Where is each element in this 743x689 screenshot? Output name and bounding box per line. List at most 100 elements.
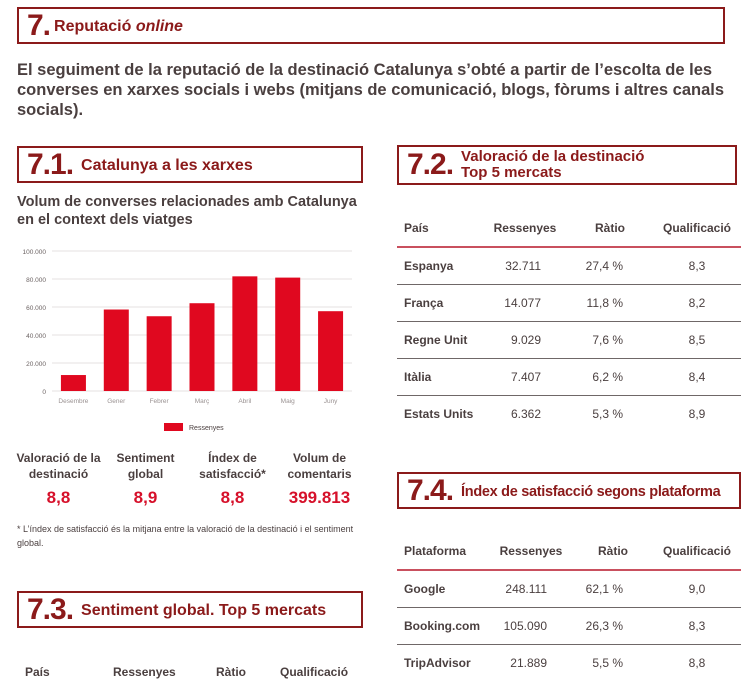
bar-març <box>189 303 215 391</box>
kpi-value: 8,8 <box>220 488 245 507</box>
bar-desembre <box>60 375 86 391</box>
cell-country: Espanya <box>397 247 483 285</box>
chart-legend: Ressenyes <box>164 423 224 432</box>
x-tick-label: Febrer <box>150 398 170 405</box>
cell-reviews: 14.077 <box>483 284 567 322</box>
cell-ratio: 26,3 % <box>573 607 653 645</box>
platform-satisfaction-table: Plataforma Ressenyes Ràtio Qualificació … <box>397 533 741 681</box>
y-tick-label: 20.000 <box>26 361 46 368</box>
cell-country: Itàlia <box>397 358 483 396</box>
cell-reviews: 7.407 <box>483 358 567 396</box>
cell-score: 8,8 <box>688 655 706 670</box>
column-header-ratio: Ràtio <box>567 210 653 248</box>
column-header-reviews: Ressenyes <box>113 665 176 679</box>
cell-reviews: 6.362 <box>510 406 541 421</box>
cell-platform: Booking.com <box>397 607 489 645</box>
table-row: Regne Unit 9.029 7,6 % 8,5 <box>397 321 741 359</box>
section-title-italic: online <box>135 18 183 36</box>
conversations-bar-chart: 0 20.000 40.000 60.000 80.000 100.000 Desembr… <box>23 249 352 432</box>
section-7-header: 7. Reputació online <box>17 7 725 44</box>
bar-abril <box>232 276 258 391</box>
table-header-row: País Ressenyes Ràtio Qualificació <box>397 210 741 248</box>
y-tick-label: 60.000 <box>26 305 46 312</box>
column-header-ratio: Ràtio <box>573 533 653 571</box>
column-header-reviews: Ressenyes <box>489 533 573 571</box>
section-title: Sentiment global. Top 5 mercats <box>81 602 327 620</box>
cell-ratio: 27,4 % <box>567 247 653 285</box>
bar-gener <box>103 309 129 391</box>
legend-label: Ressenyes <box>189 425 224 432</box>
section-title: Valoració de la destinació Top 5 mercats <box>461 149 644 181</box>
column-header-platform: Plataforma <box>397 533 489 571</box>
table-row: Booking.com 105.090 26,3 % 8,3 <box>397 607 741 645</box>
table-row: França 14.077 11,8 % 8,2 <box>397 284 741 322</box>
x-tick-label: Gener <box>107 398 126 405</box>
cell-platform: TripAdvisor <box>404 655 471 670</box>
x-tick-label: Maig <box>281 398 295 405</box>
section-number: 7.3. <box>27 592 74 626</box>
section-title: Índex de satisfacció segons plataforma <box>461 483 721 500</box>
intro-paragraph: El seguiment de la reputació de la desti… <box>17 61 725 119</box>
cell-score: 8,4 <box>653 358 741 396</box>
bar-maig <box>275 277 301 391</box>
column-header-score: Qualificació <box>653 210 741 248</box>
cell-reviews: 105.090 <box>489 607 573 645</box>
cell-ratio: 5,5 % <box>592 655 623 670</box>
destination-rating-table: País Ressenyes Ràtio Qualificació Espany… <box>397 210 741 432</box>
cell-ratio: 6,2 % <box>567 358 653 396</box>
section-title-line2: Top 5 mercats <box>461 164 562 181</box>
column-header-reviews: Ressenyes <box>483 210 567 248</box>
kpi-value: 8,9 <box>133 488 158 507</box>
table-row: TripAdvisor 21.889 5,5 % 8,8 <box>397 644 741 681</box>
bar-febrer <box>146 316 172 391</box>
bar-juny <box>318 311 344 391</box>
section-7-2-header: 7.2. Valoració de la destinació Top 5 me… <box>397 145 737 185</box>
section-title: Catalunya a les xarxes <box>81 157 253 175</box>
table-header-row: Plataforma Ressenyes Ràtio Qualificació <box>397 533 741 571</box>
y-tick-label: 80.000 <box>26 277 46 284</box>
kpi-value: 399.813 <box>288 488 351 507</box>
table-row: Itàlia 7.407 6,2 % 8,4 <box>397 358 741 396</box>
cell-reviews: 9.029 <box>483 321 567 359</box>
kpi-value: 8,8 <box>46 488 71 507</box>
cell-reviews: 248.111 <box>489 570 573 608</box>
cell-platform: Google <box>397 570 489 608</box>
kpi-label: Sentiment global <box>116 451 175 481</box>
column-header-ratio: Ràtio <box>216 665 246 679</box>
chart-y-tick-labels: 0 20.000 40.000 60.000 80.000 100.000 <box>23 249 47 396</box>
chart-x-tick-labels: Desembre Gener Febrer Març Abril Maig Juny <box>58 398 338 405</box>
x-tick-label: Juny <box>324 398 338 405</box>
cell-reviews: 32.711 <box>483 247 567 285</box>
cell-score: 8,9 <box>688 406 706 421</box>
table-row: Espanya 32.711 27,4 % 8,3 <box>397 247 741 285</box>
cell-country: França <box>397 284 483 322</box>
table-row: Google 248.111 62,1 % 9,0 <box>397 570 741 608</box>
cell-score: 8,3 <box>653 247 741 285</box>
kpi-comment-volume: Volum de comentaris 399.813 <box>276 450 363 508</box>
legend-swatch <box>164 423 183 431</box>
y-tick-label: 100.000 <box>23 249 47 256</box>
section-title: Reputació online <box>54 18 183 36</box>
cell-score: 8,2 <box>653 284 741 322</box>
column-header-score: Qualificació <box>280 665 349 679</box>
section-7-4-header: 7.4. Índex de satisfacció segons platafo… <box>397 472 741 509</box>
section-number: 7.4. <box>407 473 454 507</box>
x-tick-label: Abril <box>238 398 252 405</box>
chart-bars <box>60 276 344 391</box>
cell-ratio: 5,3 % <box>592 406 623 421</box>
section-number: 7.1. <box>27 147 74 181</box>
kpi-satisfaction-index: Índex de satisfacció* 8,8 <box>189 450 276 508</box>
y-tick-label: 40.000 <box>26 333 46 340</box>
cell-ratio: 62,1 % <box>573 570 653 608</box>
kpi-global-sentiment: Sentiment global 8,9 <box>102 450 189 508</box>
chart-title: Volum de converses relacionades amb Cata… <box>17 194 357 228</box>
kpi-row: Valoració de la destinació 8,8 Sentiment… <box>15 450 365 508</box>
kpi-destination-rating: Valoració de la destinació 8,8 <box>15 450 102 508</box>
column-header-score: Qualificació <box>653 533 741 571</box>
cell-country: Estats Units <box>404 406 474 421</box>
kpi-label: Índex de satisfacció* <box>199 451 266 481</box>
cell-ratio: 7,6 % <box>567 321 653 359</box>
x-tick-label: Desembre <box>58 398 88 405</box>
section-number: 7. <box>27 8 51 42</box>
section-title-text: Reputació <box>54 18 136 36</box>
